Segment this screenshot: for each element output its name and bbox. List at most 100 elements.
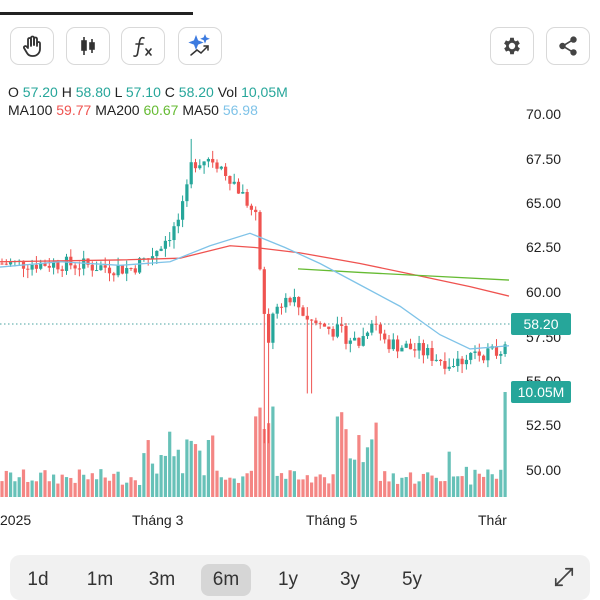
volume-bar (69, 477, 73, 497)
chart-type-button[interactable] (66, 27, 110, 65)
candle-body (340, 324, 344, 326)
volume-value: 10,05M (241, 84, 288, 100)
volume-bar (172, 456, 176, 497)
candle-body (224, 166, 228, 176)
volume-bar (95, 479, 99, 497)
volume-bar (241, 476, 245, 497)
volume-bar (86, 479, 90, 497)
volume-bar (456, 476, 460, 497)
candle-body (301, 307, 305, 316)
ma100-label: MA100 (8, 102, 53, 118)
candle-body (150, 256, 155, 259)
function-icon (130, 34, 156, 58)
candle-body (39, 262, 43, 269)
range-button-1d[interactable]: 1d (27, 569, 49, 590)
range-button-5y[interactable]: 5y (401, 569, 423, 590)
candle-body (310, 319, 314, 321)
volume-bar (181, 473, 185, 497)
volume-bar (206, 440, 210, 497)
volume-bar (185, 439, 189, 497)
volume-bar (421, 473, 425, 497)
volume-bar (400, 477, 404, 497)
candle-body (383, 333, 387, 340)
candle-body (133, 268, 137, 273)
candle-body (430, 347, 434, 361)
volume-bar (499, 469, 503, 497)
candle-body (426, 347, 430, 356)
range-selector-background (10, 555, 590, 600)
range-button-1y[interactable]: 1y (277, 569, 299, 590)
volume-bar (34, 481, 38, 497)
candle-body (396, 339, 400, 352)
volume-bar (146, 440, 150, 497)
volume-bar (150, 463, 155, 497)
range-button-6m[interactable]: 6m (201, 564, 251, 596)
candle-body (344, 325, 348, 344)
candle-body (447, 366, 451, 369)
candle-body (189, 162, 193, 185)
candle-body (120, 265, 124, 274)
volume-bar (486, 469, 490, 497)
volume-bar (327, 483, 331, 497)
candle-body (305, 315, 309, 320)
candle-body (271, 313, 275, 343)
candle-body (155, 250, 159, 257)
volume-bar (443, 481, 447, 497)
volume-bar (344, 429, 348, 497)
high-label: H (61, 84, 72, 100)
candle-body (125, 268, 129, 274)
volume-bar (64, 477, 69, 497)
settings-button[interactable] (490, 27, 534, 65)
volume-bar (21, 469, 26, 497)
volume-bar (301, 479, 305, 497)
share-button[interactable] (546, 27, 590, 65)
volume-bar (469, 484, 473, 497)
candle-body (482, 355, 486, 361)
fullscreen-button[interactable] (544, 564, 584, 596)
candle-body (138, 258, 142, 273)
ma100-value: 59.77 (56, 102, 92, 118)
ai-tools-button[interactable] (178, 27, 222, 65)
high-value: 58.80 (75, 84, 111, 100)
candle-body (279, 306, 284, 308)
range-selector: 1d 1m 3m 6m 1y 3y 5y (0, 555, 600, 600)
indicators-button[interactable] (121, 27, 165, 65)
candle-body (219, 166, 223, 169)
ma-row: MA100 59.77 MA200 60.67 MA50 56.98 (8, 101, 288, 119)
close-label: C (164, 84, 175, 100)
candle-body (103, 265, 107, 268)
candle-body (439, 359, 443, 362)
candle-body (249, 205, 253, 210)
volume-bar (254, 416, 258, 497)
volume-bar (17, 477, 21, 497)
candle-body (26, 268, 30, 270)
volume-bar (236, 482, 241, 497)
range-button-3m[interactable]: 3m (148, 569, 176, 590)
volume-bar (193, 444, 198, 497)
volume-bar (249, 470, 253, 497)
price-tick: 70.00 (526, 106, 562, 122)
volume-bar (56, 483, 60, 497)
volume-bar (159, 455, 163, 497)
candle-body (374, 323, 378, 325)
candle-body (95, 270, 99, 272)
candle-body (47, 265, 51, 268)
volume-bar (314, 476, 318, 497)
volume-bar (26, 481, 30, 497)
volume-bar (133, 480, 137, 497)
candle-body (56, 261, 60, 270)
range-button-3y[interactable]: 3y (339, 569, 361, 590)
volume-bar (39, 472, 43, 497)
candle-body (52, 261, 56, 268)
price-tick: 50.00 (526, 462, 562, 478)
time-tick: Tháng 3 (132, 512, 184, 528)
hand-tool-button[interactable] (10, 27, 54, 65)
volume-bar (125, 482, 129, 497)
range-button-1m[interactable]: 1m (86, 569, 114, 590)
candle-body (185, 184, 189, 202)
volume-bar (322, 477, 327, 497)
candle-body (172, 226, 176, 241)
volume-bar (357, 435, 361, 497)
candle-body (473, 351, 477, 353)
